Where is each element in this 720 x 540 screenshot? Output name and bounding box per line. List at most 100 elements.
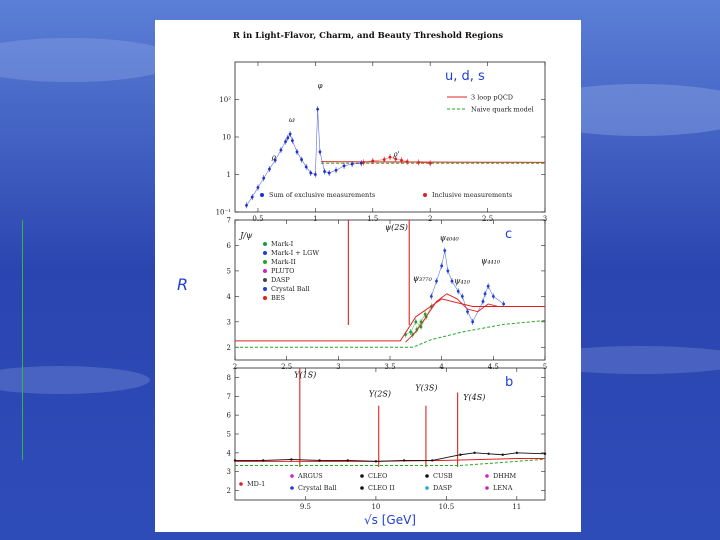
data-point-data <box>543 452 547 455</box>
legend-swatch <box>485 486 489 490</box>
series-line-naive-quark-model <box>235 320 546 348</box>
legend-entry: CLEO <box>368 472 387 480</box>
series-line-3-loop-pqcd <box>235 458 545 462</box>
data-point-data <box>459 453 462 456</box>
data-point-sum-of-exclusive-measurements <box>304 165 308 169</box>
series-trace-mark-ii <box>412 314 426 335</box>
data-point-sum-of-exclusive-measurements <box>273 158 277 162</box>
legend-swatch <box>360 474 364 478</box>
data-point-inclusive-measurements <box>417 161 421 164</box>
y-tick-label: 10⁻¹ <box>216 208 232 216</box>
y-tick-label: 7 <box>227 393 231 401</box>
data-point-inclusive-measurements <box>428 161 432 165</box>
resonance-label: Υ(2S) <box>369 389 391 398</box>
data-point-crystal-ball <box>466 310 469 314</box>
x-tick-label: 5 <box>543 363 547 371</box>
y-tick-label: 7 <box>227 217 231 225</box>
legend-swatch <box>263 242 267 246</box>
x-tick-label: 9.5 <box>300 503 311 511</box>
legend-entry: Sum of exclusive measurements <box>269 191 375 199</box>
data-point-sum-of-exclusive-measurements <box>245 203 248 207</box>
series-line-3-loop-pqcd <box>235 298 545 342</box>
x-tick-label: 0.5 <box>252 215 263 223</box>
data-point-crystal-ball <box>502 302 506 306</box>
data-point-sum-of-exclusive-measurements <box>279 148 283 152</box>
legend-swatch <box>263 287 267 291</box>
data-point-sum-of-exclusive-measurements <box>342 164 346 168</box>
legend-entry: 3 loop pQCD <box>471 94 513 102</box>
legend-swatch <box>485 474 489 478</box>
plot-frame <box>234 61 546 213</box>
chart-charm: 2 2.5 3 3.5 4 4.5 5 2 3 4 5 6 7 c R J/ψ ψ(2S) ψ₃₇₇₀ ψ₄₀₄₀ ψ… <box>177 217 547 372</box>
legend-entry: DASP <box>271 276 290 284</box>
data-point-sum-of-exclusive-measurements <box>284 140 287 144</box>
data-point-sum-of-exclusive-measurements <box>291 139 294 143</box>
legend-swatch <box>425 474 429 478</box>
data-point-sum-of-exclusive-measurements <box>359 161 363 165</box>
data-point-sum-of-exclusive-measurements <box>250 195 254 199</box>
resonance-label: ψ₄₀₄₀ <box>440 233 460 242</box>
data-point-sum-of-exclusive-measurements <box>350 162 354 166</box>
y-tick-label: 3 <box>227 468 231 476</box>
data-point-sum-of-exclusive-measurements <box>262 176 266 180</box>
data-point-sum-of-exclusive-measurements <box>313 173 317 176</box>
data-point-mark-i <box>409 330 413 334</box>
legend-swatch <box>263 269 267 273</box>
x-tick-label: 3 <box>336 363 340 371</box>
resonance-label: Υ(1S) <box>294 370 316 379</box>
legend-entry: CLEO II <box>368 484 395 492</box>
y-tick-label: 4 <box>227 449 232 457</box>
chart-beauty: 9.5 10 10.5 11 2 3 4 5 6 7 8 b √s [GeV] Υ(1S) Υ(2S) Υ(3… <box>227 367 547 527</box>
legend-entry: MD-1 <box>247 480 265 488</box>
legend-swatch <box>263 251 267 255</box>
data-point-crystal-ball <box>471 320 475 324</box>
data-point-sum-of-exclusive-measurements <box>318 150 322 154</box>
data-point-sum-of-exclusive-measurements <box>323 170 326 173</box>
legend-entry: ARGUS <box>297 472 323 480</box>
data-point-sum-of-exclusive-measurements <box>295 150 299 154</box>
data-point-data <box>473 451 476 455</box>
resonance-label: Υ(4S) <box>463 393 485 402</box>
resonance-label: ψ₄₁⁦₀ <box>454 277 471 286</box>
data-point-crystal-ball <box>460 294 464 298</box>
x-tick-label: 2.5 <box>482 215 493 223</box>
data-point-data <box>290 458 293 461</box>
y-tick-label: 6 <box>227 412 232 420</box>
figure-panel: R in Light-Flavor, Charm, and Beauty Thr… <box>155 20 581 532</box>
x-tick-label: 10.5 <box>439 503 455 511</box>
data-point-crystal-ball <box>450 279 454 283</box>
resonance-label: ψ(2S) <box>385 223 408 232</box>
data-point-data <box>402 459 406 462</box>
legend-swatch <box>260 193 264 197</box>
panel-label: c <box>505 227 512 242</box>
series-line-data <box>235 452 546 462</box>
data-point-crystal-ball <box>481 300 485 303</box>
data-point-crystal-ball <box>483 292 487 296</box>
data-point-data <box>261 459 265 462</box>
data-point-crystal-ball <box>440 264 444 268</box>
legend-entry: PLUTO <box>271 267 294 275</box>
data-point-mark-i <box>414 320 418 324</box>
legend-swatch <box>423 193 427 197</box>
figure-title: R in Light-Flavor, Charm, and Beauty Thr… <box>233 31 504 41</box>
y-tick-label: 5 <box>227 431 231 439</box>
data-point-sum-of-exclusive-measurements <box>334 168 338 172</box>
resonance-label: φ <box>318 82 323 90</box>
panel-label: b <box>505 375 513 390</box>
resonance-label: ψ₃₇₇₀ <box>413 274 433 283</box>
y-tick-label: 1 <box>227 171 231 179</box>
legend-swatch <box>360 486 364 490</box>
legend-swatch <box>239 482 243 486</box>
x-tick-label: 3 <box>543 215 547 223</box>
y-tick-label: 10² <box>219 96 231 104</box>
data-point-sum-of-exclusive-measurements <box>288 132 292 136</box>
data-point-inclusive-measurements <box>394 157 398 161</box>
legend-entry: Mark-I <box>271 240 294 248</box>
series-line-bes <box>405 293 535 343</box>
resonance-label: Υ(3S) <box>415 384 437 393</box>
x-tick-label: 2 <box>428 215 432 223</box>
panel-label: u, d, s <box>445 69 485 84</box>
data-point-data <box>233 459 237 462</box>
x-tick-label: 2.5 <box>281 363 292 371</box>
x-tick-label: 3.5 <box>384 363 395 371</box>
